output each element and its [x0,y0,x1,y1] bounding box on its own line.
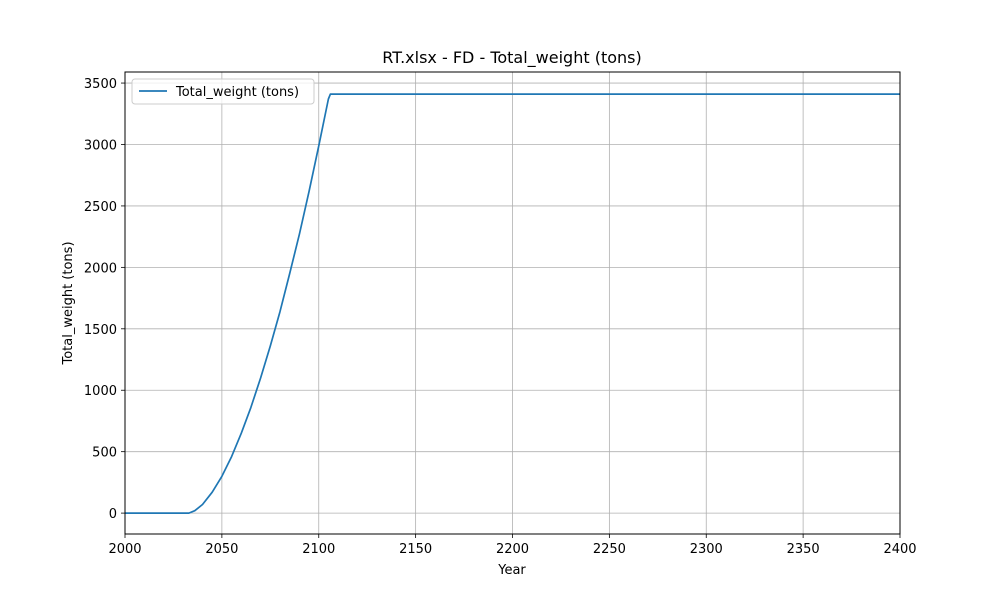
x-tick-label: 2300 [690,542,723,557]
series-layer [125,93,900,514]
x-tick-label: 2100 [302,542,335,557]
x-axis: 2000 2050 2100 2150 2200 2250 2300 2350 2400 [108,534,917,557]
y-tick-label: 500 [92,446,117,461]
y-tick-label: 3000 [84,138,117,153]
y-tick-label: 0 [109,507,117,522]
y-axis: 0 500 1000 1500 2000 2500 3000 3500 [84,77,125,522]
legend-label: Total_weight (tons) [175,85,299,100]
y-tick-label: 2500 [84,200,117,215]
y-tick-label: 1500 [84,323,117,338]
x-tick-label: 2350 [787,542,820,557]
x-axis-label: Year [497,563,526,578]
y-tick-label: 3500 [84,77,117,92]
x-tick-label: 2200 [496,542,529,557]
x-tick-label: 2050 [205,542,238,557]
y-tick-label: 2000 [84,261,117,276]
y-axis-label: Total_weight (tons) [61,241,76,365]
legend: Total_weight (tons) [131,78,315,105]
x-tick-label: 2400 [883,542,916,557]
x-tick-label: 2250 [593,542,626,557]
legend-box [131,78,315,105]
x-tick-label: 2000 [108,542,141,557]
series-line [125,93,900,514]
x-tick-label: 2150 [399,542,432,557]
chart-title: RT.xlsx - FD - Total_weight (tons) [382,48,641,68]
y-tick-label: 1000 [84,384,117,399]
